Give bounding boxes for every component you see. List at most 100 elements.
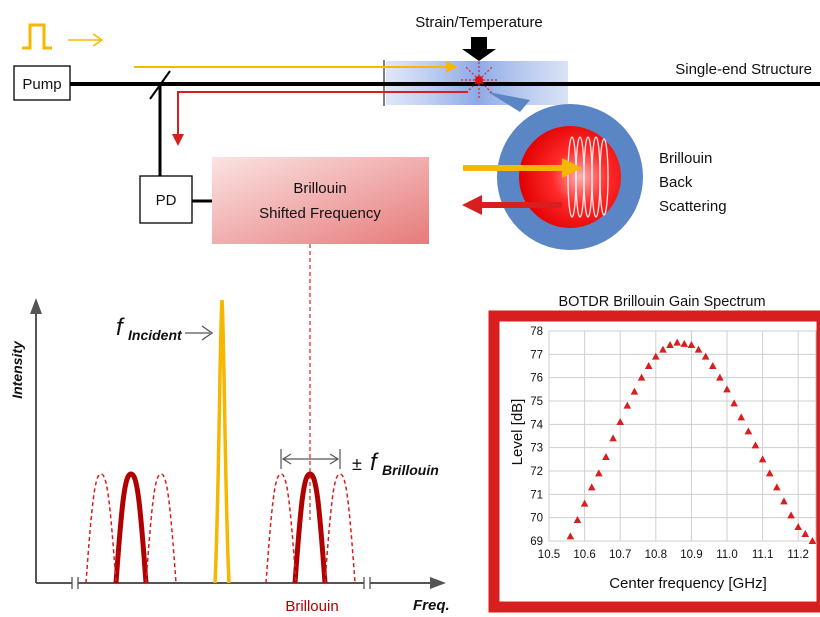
antistokes-peak-side-left	[265, 473, 297, 584]
scattering-point	[461, 62, 497, 98]
single-end-structure-label: Single-end Structure	[675, 61, 812, 78]
chart-title: BOTDR Brillouin Gain Spectrum	[558, 294, 765, 310]
y-tick-label: 71	[530, 489, 543, 501]
gain-spectrum-chart: BOTDR Brillouin Gain Spectrum 69 70 71 72 73…	[488, 294, 820, 613]
y-tick-label: 70	[530, 513, 543, 525]
setup-diagram: Pump Strain/Temperature Single-end Struc…	[13, 14, 820, 520]
data-point	[680, 339, 689, 347]
stokes-peak-side-left	[85, 473, 117, 584]
data-point	[616, 418, 624, 425]
f-brillouin-subscript: Brillouin	[382, 462, 439, 478]
f-incident-subscript: Incident	[128, 327, 183, 343]
strain-temperature-label: Strain/Temperature	[415, 14, 543, 31]
y-tick-label: 69	[530, 536, 543, 548]
data-point	[673, 338, 681, 346]
bsf-box	[212, 157, 429, 244]
chart-grid	[548, 330, 816, 542]
data-point	[708, 362, 717, 369]
bsf-label-1: Brillouin	[293, 180, 346, 197]
data-point	[730, 399, 738, 407]
y-tick-label: 75	[530, 396, 543, 408]
data-point	[587, 483, 596, 491]
data-point	[751, 441, 760, 449]
x-tick-label: 10.5	[538, 549, 560, 561]
data-point	[644, 362, 653, 369]
data-point	[630, 387, 639, 395]
data-point	[723, 385, 731, 393]
x-axis-arrowhead	[430, 577, 446, 589]
data-point	[580, 499, 589, 507]
data-point	[773, 483, 781, 491]
y-tick-labels: 69 70 71 72 73 74 75 76 77 78	[530, 326, 543, 548]
pump-pulse-icon	[22, 23, 52, 50]
x-tick-label: 11.2	[787, 549, 809, 561]
antistokes-peak-main	[292, 471, 328, 584]
data-point	[666, 341, 674, 348]
incident-peak	[213, 299, 231, 584]
chart-ylabel: Level [dB]	[509, 399, 526, 466]
pd-label: PD	[156, 192, 177, 209]
data-point	[602, 453, 610, 460]
data-point	[701, 352, 710, 360]
chart-xlabel: Center frequency [GHz]	[609, 575, 767, 592]
x-tick-label: 10.6	[573, 549, 595, 561]
data-point	[801, 530, 810, 537]
stokes-peak-main	[113, 471, 149, 584]
y-tick-label: 77	[530, 349, 543, 361]
zoom-callout	[488, 92, 530, 112]
backscatter-light-arrow	[172, 91, 468, 146]
f-incident-symbol: f	[116, 314, 125, 341]
data-point	[765, 469, 774, 477]
forward-light-arrow	[134, 61, 458, 73]
x-tick-label: 10.8	[645, 549, 667, 561]
pm-symbol: ±	[352, 454, 362, 474]
acoustic-wave-fronts	[567, 136, 609, 218]
data-point	[794, 523, 802, 530]
data-point	[687, 341, 696, 348]
backscatter-label-1: Brillouin	[659, 150, 712, 167]
y-tick-label: 73	[530, 443, 543, 455]
x-tick-labels: 10.5 10.6 10.7 10.8 10.9 11.0 11.1 11.2	[538, 549, 809, 561]
brillouin-span-marker	[280, 449, 341, 469]
data-point	[694, 345, 703, 353]
data-point	[659, 345, 667, 353]
f-brillouin-symbol: f	[370, 449, 379, 476]
data-point	[623, 401, 632, 409]
scattered-light-arrow	[462, 195, 562, 215]
pump-label: Pump	[22, 76, 61, 93]
x-tick-label: 10.9	[680, 549, 702, 561]
data-point	[744, 427, 753, 435]
data-point	[737, 413, 746, 421]
data-point	[637, 373, 646, 381]
bsf-label-2: Shifted Frequency	[259, 205, 381, 222]
data-point	[566, 532, 575, 540]
x-tick-label: 10.7	[609, 549, 631, 561]
backscatter-label-2: Back	[659, 174, 693, 191]
f-incident-pointer	[185, 325, 214, 341]
antistokes-peak-side-right	[324, 473, 356, 584]
data-points	[566, 338, 817, 544]
spectrum-x-label: Freq.	[413, 597, 450, 614]
data-point	[652, 352, 660, 360]
brillouin-freq-label: Brillouin	[285, 598, 338, 615]
x-tick-label: 11.1	[752, 549, 774, 561]
coupler-mark	[149, 70, 171, 100]
data-point	[808, 537, 817, 544]
incident-light-arrow	[463, 158, 582, 178]
pulse-direction-arrow	[68, 33, 104, 47]
data-point	[716, 373, 724, 381]
x-tick-label: 11.0	[716, 549, 738, 561]
data-point	[573, 516, 582, 523]
spectrum-y-label: Intensity	[9, 340, 25, 399]
y-tick-label: 76	[530, 373, 543, 385]
y-tick-label: 74	[530, 419, 543, 431]
data-point	[780, 497, 788, 505]
y-tick-label: 78	[530, 326, 543, 338]
spectrum-sketch: Intensity Freq. f Incident ± f Brillouin…	[9, 298, 450, 615]
stokes-peak-side-right	[145, 473, 177, 584]
data-point	[609, 434, 617, 442]
plot-area	[548, 330, 817, 542]
scattering-point-dot	[475, 76, 483, 84]
axis-break-marks	[71, 577, 371, 589]
